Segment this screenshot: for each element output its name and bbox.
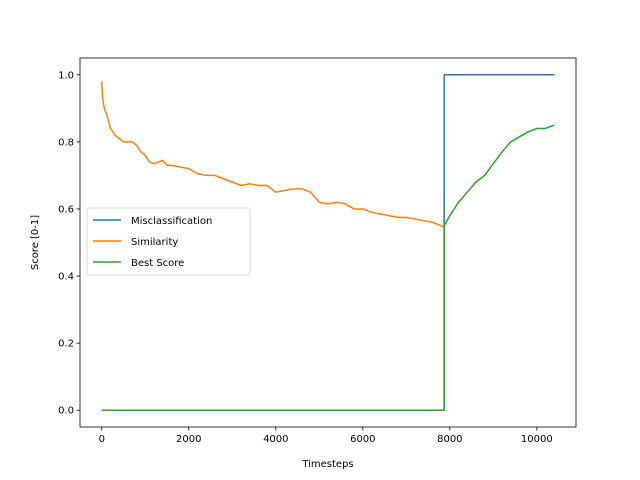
x-tick-label: 2000 xyxy=(176,434,201,445)
x-tick-label: 8000 xyxy=(437,434,462,445)
y-tick-label: 1.0 xyxy=(58,70,74,81)
x-axis-label: Timesteps xyxy=(301,459,353,470)
y-tick-label: 0.6 xyxy=(58,204,74,215)
plot-lines xyxy=(101,74,555,411)
legend-label: Best Score xyxy=(131,258,184,269)
legend-label: Similarity xyxy=(131,237,178,248)
x-tick-label: 4000 xyxy=(263,434,288,445)
plot-frame xyxy=(79,57,577,428)
legend: Misclassification Similarity Best Score xyxy=(86,207,251,276)
y-tick-label: 0.4 xyxy=(58,272,74,283)
series-line-best-score xyxy=(101,124,555,411)
y-tick-label: 0.2 xyxy=(58,339,74,350)
y-tick-label: 0.8 xyxy=(58,137,74,148)
legend-box xyxy=(86,207,251,276)
y-tick-label: 0.0 xyxy=(58,406,74,417)
x-tick-label: 0 xyxy=(99,434,105,445)
x-tick-label: 10000 xyxy=(521,434,553,445)
x-tick-label: 6000 xyxy=(350,434,375,445)
y-axis: 0.0 0.2 0.4 0.6 0.8 1.0 xyxy=(58,70,80,417)
legend-label: Misclassification xyxy=(131,216,212,227)
x-axis: 0 2000 4000 6000 8000 10000 xyxy=(99,427,553,445)
series-line-similarity xyxy=(101,81,445,229)
y-axis-label: Score [0-1] xyxy=(30,215,41,270)
